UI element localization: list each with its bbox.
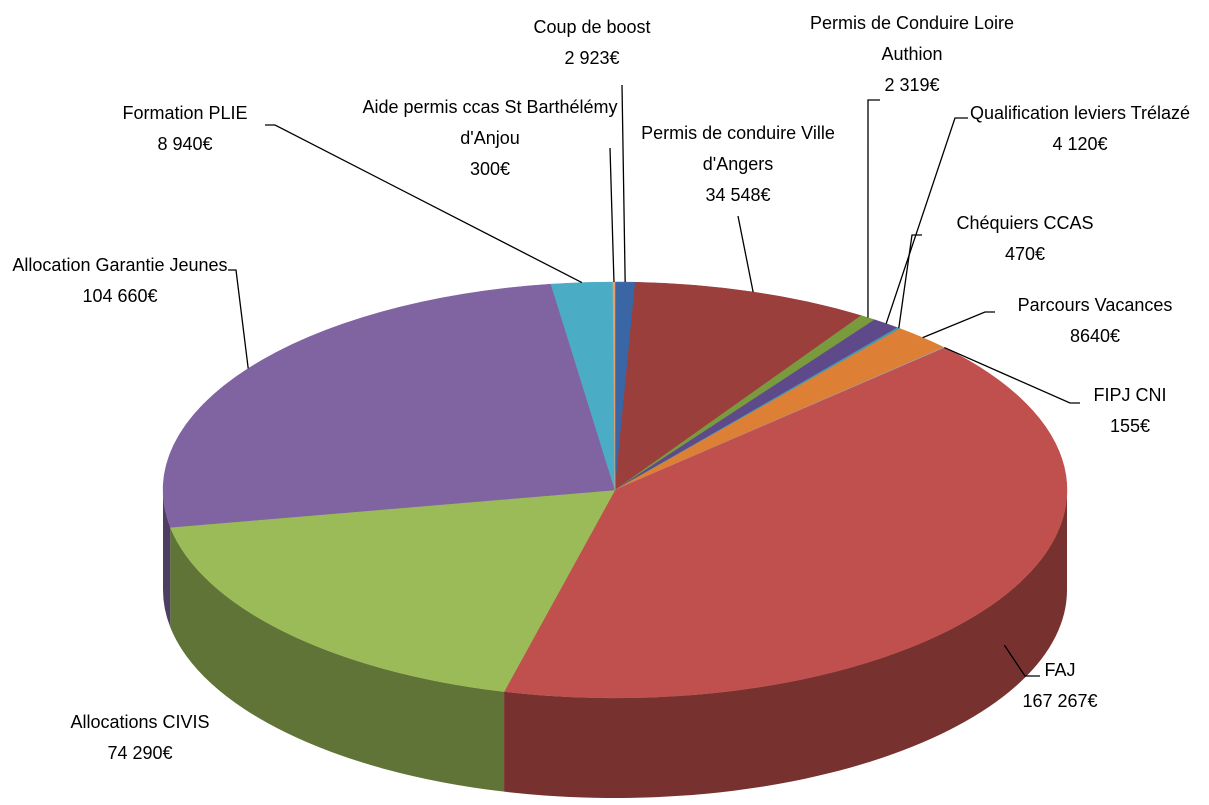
value-label: 4 120€ [1052,134,1108,154]
slice-side [170,527,505,792]
slice-side [163,490,171,628]
leader-line [867,99,880,318]
slice [503,347,1068,699]
category-label: Permis de conduire Ville d'Angers [641,123,835,174]
value-label: 8 940€ [157,134,213,154]
category-label: Chéquiers CCAS [956,213,1094,233]
leader-line [737,215,754,293]
leader-line [609,147,615,283]
leader-line [228,269,249,369]
leader-line [621,84,626,283]
category-label: FAJ [1044,660,1076,680]
category-label: FIPJ CNI [1093,385,1167,405]
leader-line [898,234,922,329]
value-label: 300€ [469,159,511,179]
leader-line [944,346,1080,404]
category-label: Formation PLIE [122,103,248,123]
value-label: 2 319€ [884,75,940,95]
leader-line [922,311,995,339]
value-label: 155€ [1109,416,1151,436]
category-label: Aide permis ccas St Barthélémy d'Anjou [362,97,618,148]
category-label: Parcours Vacances [1017,295,1173,315]
category-label: Coup de boost [533,17,651,37]
slice [169,489,616,692]
category-label: Permis de Conduire Loire Authion [809,13,1015,64]
slice-side [504,490,1067,798]
value-label: 34 548€ [705,185,771,205]
value-label: 2 923€ [564,48,620,68]
leader-line [1003,644,1040,677]
leader-line [265,124,583,284]
value-label: 74 290€ [107,743,173,763]
value-label: 470€ [1004,244,1046,264]
category-label: Qualification leviers Trélazé [969,103,1191,123]
value-label: 104 660€ [82,286,158,306]
category-label: Allocations CIVIS [70,712,210,732]
value-label: 167 267€ [1022,691,1098,711]
category-label: Allocation Garantie Jeunes [12,255,228,275]
value-label: 8640€ [1069,326,1121,346]
slice [162,283,616,528]
